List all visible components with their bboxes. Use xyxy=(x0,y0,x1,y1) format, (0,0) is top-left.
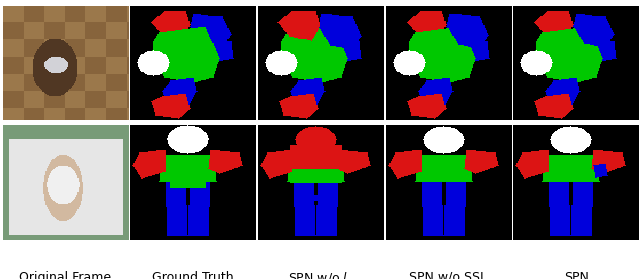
Text: Ground Truth: Ground Truth xyxy=(152,271,234,279)
Text: SPN w/o $l_c$: SPN w/o $l_c$ xyxy=(288,271,353,279)
Text: SPN: SPN xyxy=(564,271,589,279)
Text: Original Frame: Original Frame xyxy=(19,271,111,279)
Text: SPN w/o SSL: SPN w/o SSL xyxy=(410,271,488,279)
